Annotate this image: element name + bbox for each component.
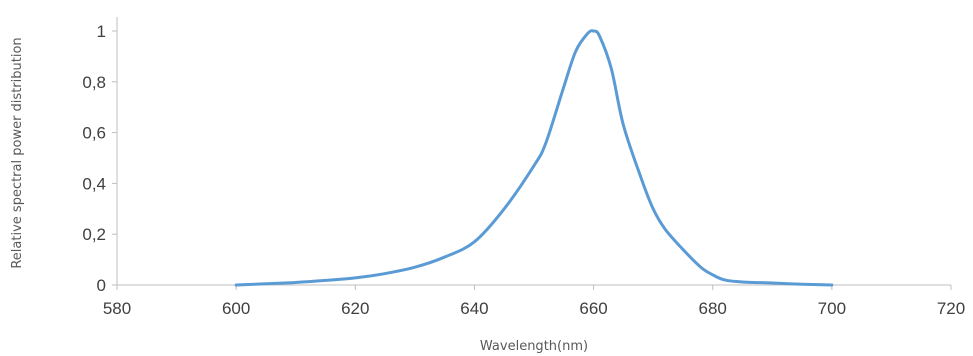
series-line: [234, 29, 834, 287]
x-tick-label: 580: [103, 299, 131, 318]
x-tick-label: 720: [937, 299, 965, 318]
x-tick-label: 700: [818, 299, 846, 318]
x-tick-label: 640: [460, 299, 488, 318]
y-tick-label: 0,4: [82, 174, 106, 193]
x-axis-title: Wavelength(nm): [480, 339, 588, 354]
x-tick-label: 620: [341, 299, 369, 318]
x-tick-label: 680: [699, 299, 727, 318]
x-tick-label: 660: [579, 299, 607, 318]
x-axis: 580 600 620 640 660 680 700 720: [103, 284, 965, 318]
y-axis-title: Relative spectral power distribution: [10, 37, 25, 268]
y-tick-label: 0,2: [82, 225, 106, 244]
y-axis: 0 0,2 0,4 0,6 0,8 1: [82, 17, 118, 295]
y-tick-label: 1: [97, 22, 106, 41]
x-tick-label: 600: [222, 299, 250, 318]
y-tick-label: 0: [97, 276, 106, 295]
y-tick-label: 0,6: [82, 124, 106, 143]
y-tick-label: 0,8: [82, 73, 106, 92]
series-layer: [234, 29, 834, 287]
